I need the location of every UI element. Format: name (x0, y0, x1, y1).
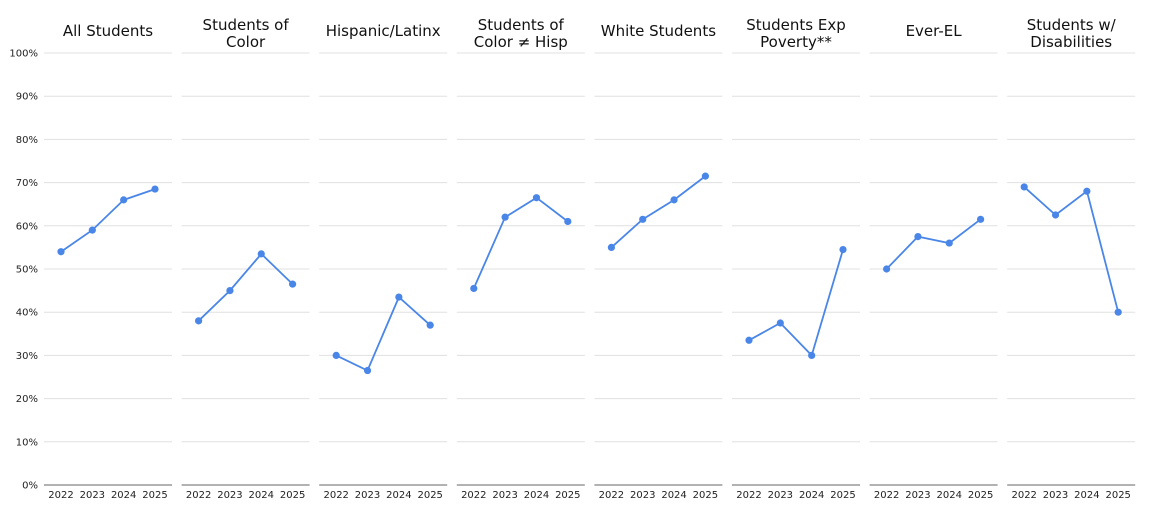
x-tick-label: 2023 (355, 490, 380, 501)
y-tick-label: 100% (9, 49, 38, 60)
data-point (808, 351, 816, 359)
y-tick-label: 70% (16, 178, 38, 189)
panel-title: Students Exp (746, 16, 846, 34)
x-tick-label: 2024 (386, 490, 411, 501)
data-point (914, 233, 922, 241)
x-tick-label: 2023 (905, 490, 930, 501)
data-point (1114, 308, 1122, 316)
y-tick-label: 20% (16, 394, 38, 405)
data-point (839, 245, 847, 254)
x-tick-label: 2022 (48, 490, 73, 501)
data-point (1020, 183, 1028, 191)
x-tick-label: 2022 (323, 490, 348, 501)
panel-title: Color (226, 33, 266, 51)
data-point (745, 336, 753, 344)
panel-title: Ever-EL (906, 22, 963, 40)
data-point (532, 194, 541, 202)
data-point (426, 321, 434, 329)
x-tick-label: 2023 (492, 490, 517, 501)
x-tick-label: 2022 (874, 490, 899, 501)
x-tick-label: 2024 (661, 490, 686, 501)
data-point (226, 287, 234, 295)
panel-title: Students w/ (1027, 16, 1117, 34)
series-line (1023, 186, 1120, 313)
x-tick-label: 2025 (693, 490, 718, 501)
data-point (1051, 211, 1060, 219)
x-tick-label: 2024 (937, 490, 962, 501)
y-tick-label: 90% (16, 92, 38, 103)
data-point (257, 250, 265, 258)
x-tick-label: 2025 (968, 490, 993, 501)
x-tick-label: 2025 (142, 490, 167, 501)
data-point (195, 317, 203, 325)
panel-title: Hispanic/Latinx (326, 22, 441, 40)
x-tick-label: 2025 (417, 490, 442, 501)
series-line (610, 175, 706, 249)
data-point (501, 213, 509, 221)
x-tick-label: 2024 (524, 490, 549, 501)
series-line (748, 249, 844, 358)
x-tick-label: 2022 (461, 490, 486, 501)
panel-title: Color ≠ Hisp (474, 33, 568, 51)
y-tick-label: 10% (16, 437, 38, 448)
series-line (885, 218, 982, 270)
data-point (57, 248, 65, 256)
x-tick-label: 2025 (280, 490, 305, 501)
data-point (88, 226, 96, 234)
x-tick-label: 2022 (736, 490, 761, 501)
y-tick-label: 80% (16, 135, 38, 146)
data-point (470, 284, 478, 293)
x-tick-label: 2025 (1105, 490, 1130, 501)
x-tick-label: 2023 (630, 490, 655, 501)
series-line (472, 196, 569, 289)
y-tick-label: 50% (16, 265, 38, 276)
y-tick-label: 60% (16, 221, 38, 232)
panel-title: White Students (601, 22, 716, 40)
x-tick-label: 2022 (599, 490, 624, 501)
data-point (332, 351, 340, 359)
panel-title: Students of (203, 16, 290, 34)
data-point (639, 215, 647, 223)
x-tick-label: 2022 (186, 490, 211, 501)
x-tick-label: 2024 (249, 490, 274, 501)
data-point (883, 265, 891, 273)
panel-title: Poverty** (760, 33, 832, 51)
x-tick-label: 2023 (768, 490, 793, 501)
x-tick-label: 2024 (111, 490, 136, 501)
panel-title: All Students (63, 22, 153, 40)
data-point (363, 366, 372, 375)
data-point (670, 196, 678, 204)
data-point (289, 280, 297, 288)
series-line (335, 295, 431, 372)
x-tick-label: 2025 (555, 490, 580, 501)
x-tick-label: 2024 (799, 490, 824, 501)
panel-title: Disabilities (1030, 33, 1112, 51)
x-tick-label: 2023 (1043, 490, 1068, 501)
data-point (945, 239, 953, 247)
x-tick-label: 2023 (217, 490, 242, 501)
y-tick-label: 40% (16, 308, 38, 319)
data-point (564, 217, 572, 226)
data-point (977, 215, 985, 223)
x-tick-label: 2024 (1074, 490, 1099, 501)
y-tick-label: 0% (22, 481, 38, 492)
data-point (120, 196, 128, 204)
data-point (1083, 187, 1091, 195)
x-tick-label: 2022 (1011, 490, 1036, 501)
y-tick-label: 30% (16, 351, 38, 362)
data-point (701, 172, 710, 180)
x-tick-label: 2023 (80, 490, 105, 501)
data-point (607, 243, 616, 251)
series-line (60, 188, 156, 253)
panel-title: Students of (478, 16, 565, 34)
data-point (395, 293, 403, 301)
series-line (197, 252, 294, 322)
data-point (151, 185, 159, 193)
x-tick-label: 2025 (830, 490, 855, 501)
data-point (776, 319, 784, 327)
